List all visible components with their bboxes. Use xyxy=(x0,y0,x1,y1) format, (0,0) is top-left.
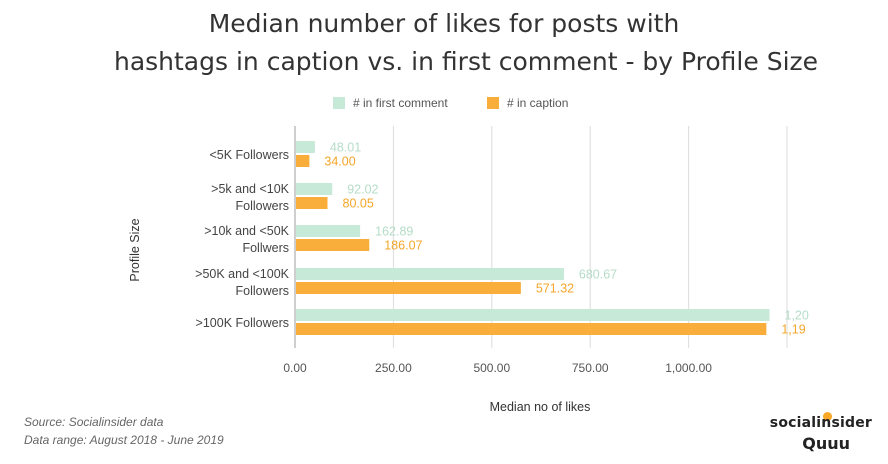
bar-caption xyxy=(296,197,328,209)
category-label: >50K and <100K xyxy=(195,267,289,281)
bar-first-comment xyxy=(296,141,315,153)
bar-first-comment xyxy=(296,309,770,321)
x-axis-title: Median no of likes xyxy=(490,400,591,414)
legend-swatch-caption xyxy=(487,97,499,109)
data-label-caption: 1,19 xyxy=(781,323,805,337)
category-label: >5k and <10K xyxy=(211,182,290,196)
data-label-first-comment: 680.67 xyxy=(579,268,617,282)
bar-caption xyxy=(296,239,370,251)
legend-label-caption: # in caption xyxy=(507,96,568,110)
x-tick-label: 500.00 xyxy=(473,361,510,375)
bar-first-comment xyxy=(296,268,564,280)
category-labels: <5K Followers >5k and <10K Followers >10k a… xyxy=(195,148,290,330)
category-label: >10k and <50K xyxy=(204,224,289,238)
bar-first-comment xyxy=(296,183,333,195)
data-label-caption: 34.00 xyxy=(324,155,355,169)
x-tick-label: 0.00 xyxy=(283,361,307,375)
x-tick-label: 1,000.00 xyxy=(665,361,712,375)
category-label: Followers xyxy=(236,199,290,213)
bar-caption xyxy=(296,323,767,335)
gridlines xyxy=(294,126,788,348)
category-label: Follwers xyxy=(242,241,289,255)
legend-label-first-comment: # in first comment xyxy=(353,96,448,110)
category-label: >100K Followers xyxy=(196,316,289,330)
data-label-first-comment: 162.89 xyxy=(375,225,413,239)
chart-title-line-2: hashtags in caption vs. in first comment… xyxy=(114,47,818,76)
data-label-first-comment: 92.02 xyxy=(347,183,378,197)
chart-title-line-1: Median number of likes for posts with xyxy=(209,9,680,38)
x-tick-label: 750.00 xyxy=(572,361,609,375)
bar-caption xyxy=(296,282,521,294)
category-label: <5K Followers xyxy=(209,148,289,162)
x-tick-labels: 0.00 250.00 500.00 750.00 1,000.00 xyxy=(283,361,712,375)
date-range-note: Data range: August 2018 - June 2019 xyxy=(24,433,224,447)
source-note: Source: Socialinsider data xyxy=(24,415,164,429)
data-label-first-comment: 48.01 xyxy=(330,141,361,155)
data-label-caption: 186.07 xyxy=(384,239,422,253)
category-label: Followers xyxy=(236,284,290,298)
legend: # in first comment # in caption xyxy=(333,96,568,110)
data-label-first-comment: 1,20 xyxy=(785,309,809,323)
brand-dot-icon xyxy=(823,412,832,421)
x-tick-label: 250.00 xyxy=(375,361,412,375)
bar-caption xyxy=(296,155,310,167)
y-axis-title: Profile Size xyxy=(128,218,142,281)
data-label-caption: 571.32 xyxy=(536,282,574,296)
bar-first-comment xyxy=(296,225,361,237)
socialinsider-logo: socialinsider xyxy=(769,415,872,431)
data-label-caption: 80.05 xyxy=(343,197,374,211)
legend-swatch-first-comment xyxy=(333,97,345,109)
quuu-logo: Quuu xyxy=(802,434,850,453)
